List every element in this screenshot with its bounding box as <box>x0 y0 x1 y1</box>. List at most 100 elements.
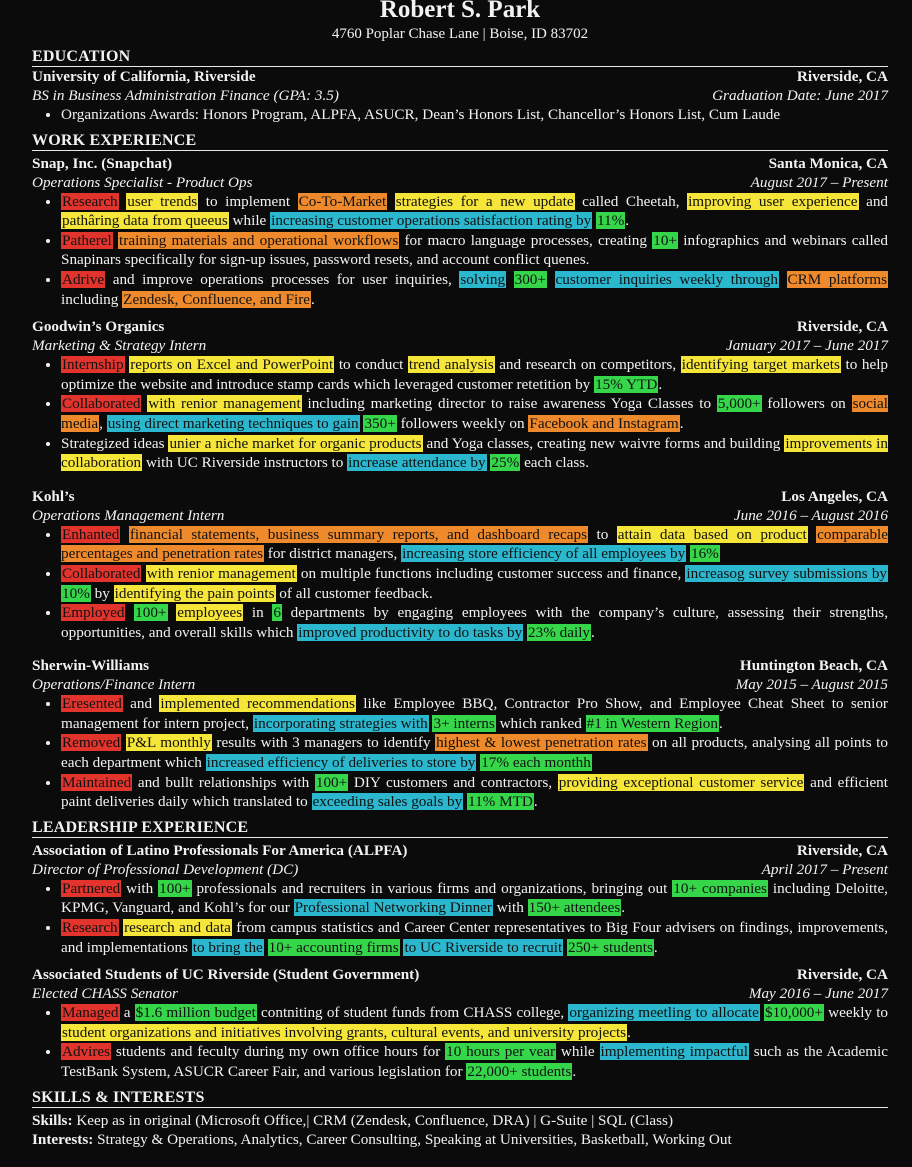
bullet-item: Managed a $1.6 million budget contniting… <box>61 1003 888 1042</box>
highlight-cyan: incorporating strategies with <box>252 714 429 732</box>
bullet-item: Employed 100+ employees in 6 departments… <box>61 603 888 642</box>
bullet-item: Collaborated with renior management incl… <box>61 394 888 433</box>
degree: BS in Business Administration Finance (G… <box>32 87 339 104</box>
bullet-text: DIY customers and contractors, <box>348 773 558 791</box>
organization-location: Santa Monica, CA <box>768 154 888 172</box>
bullet-text: including marketing director to raise aw… <box>301 395 717 413</box>
experience-entry: Goodwin’s Organics Riverside, CA Marketing… <box>32 317 888 473</box>
highlight-green: 5,000+ <box>716 395 762 413</box>
interests-label: Interests: <box>32 1131 94 1149</box>
role-title: Director of Professional Development (DC… <box>32 860 299 878</box>
highlight-green: 10+ companies <box>672 879 768 897</box>
bullet-text: . <box>718 714 723 732</box>
highlight-green: 17% each monthh <box>480 754 592 772</box>
bullet-item: Research research and data from campus s… <box>61 918 888 957</box>
highlight-orange: Zendesk, Confluence, and Fire <box>122 290 312 308</box>
role-dates: April 2017 – Present <box>761 860 888 878</box>
bullet-text: on multiple functions including customer… <box>296 564 686 582</box>
bullet-item: Adrive and improve operations processes … <box>61 270 889 309</box>
highlight-red: Research <box>61 919 119 937</box>
highlight-yellow: attain data based on product <box>616 525 808 543</box>
role-title: Elected CHASS Senator <box>32 985 178 1003</box>
bullet-text: to conduct <box>334 356 408 374</box>
highlight-orange: Facebook and Instagram <box>528 414 680 432</box>
bullet-item: Advires students and feculty during my o… <box>61 1042 888 1081</box>
experience-entry: Associated Students of UC Riverside (Stu… <box>32 965 888 1081</box>
highlight-red: Eresented <box>61 695 123 713</box>
highlight-yellow: identifying target markets <box>680 356 841 374</box>
highlight-red: Managed <box>61 1004 120 1022</box>
highlight-red: Collaborated <box>61 395 142 413</box>
experience-bullets: Internship reports on Excel and PowerPoi… <box>32 355 888 473</box>
bullet-text: . <box>627 1023 631 1041</box>
organization-name: Association of Latino Professionals For … <box>32 841 408 859</box>
bullet-text: . <box>653 938 658 956</box>
highlight-green: $10,000+ <box>764 1004 824 1022</box>
bullet-item: Partnered with 100+ professionals and re… <box>61 879 888 918</box>
highlight-red: Removed <box>61 734 122 752</box>
highlight-yellow: user trends <box>126 192 199 210</box>
highlight-cyan: solving <box>459 270 507 288</box>
bullet-text <box>120 526 128 543</box>
bullet-text: including <box>61 290 123 308</box>
experience-bullets: Eresented and implemented recommendation… <box>32 694 888 812</box>
organization-location: Riverside, CA <box>796 966 888 984</box>
highlight-cyan: increasing customer operations satisfact… <box>270 212 593 230</box>
highlight-orange: financial statements, business summary r… <box>128 525 589 543</box>
highlight-yellow: strategies for a new update <box>394 192 575 210</box>
bullet-text <box>808 526 816 543</box>
role-dates: June 2016 – August 2016 <box>733 506 888 524</box>
highlight-cyan: to bring the <box>191 938 264 956</box>
bullet-text: weekly to <box>823 1004 889 1022</box>
highlight-green: 15% YTD <box>594 375 659 393</box>
highlight-red: Partnered <box>61 879 122 897</box>
highlight-cyan: customer inquiries weekly through <box>554 270 779 288</box>
highlight-red: Maintained <box>61 773 133 791</box>
bullet-text: from campus statistics and Career Center… <box>61 919 889 956</box>
highlight-cyan: implementing impactful <box>599 1043 749 1061</box>
highlight-green: 10+ accounting firms <box>267 938 400 956</box>
highlight-green: 350+ <box>363 414 397 432</box>
experience-bullets: Enhanted financial statements, business … <box>32 525 889 643</box>
bullet-text: on all products, analysing all points to… <box>61 734 889 772</box>
education-entry: University of California, Riverside Rive… <box>32 67 888 125</box>
bullet-item: Research user trends to implement Co-To-… <box>61 192 888 231</box>
bullet-text: while <box>228 212 271 230</box>
bullet-item: Enhanted financial statements, business … <box>61 525 889 564</box>
highlight-green: 150+ attendees <box>527 899 622 917</box>
highlight-yellow: research and data <box>123 919 232 937</box>
bullet-text: which ranked <box>495 714 586 732</box>
highlight-orange: highest & lowest penetration rates <box>435 734 648 752</box>
education-bullets: Organizations Awards: Honors Program, AL… <box>32 105 888 125</box>
bullet-text: for macro language processes, creating <box>399 231 653 249</box>
role-title: Marketing & Strategy Intern <box>32 337 207 355</box>
highlight-red: Patherel <box>61 231 113 249</box>
bullet-item: Eresented and implemented recommendation… <box>61 694 888 733</box>
highlight-green: 300+ <box>513 270 547 288</box>
organization-name: Associated Students of UC Riverside (Stu… <box>32 966 420 984</box>
highlight-green: 10+ <box>652 231 678 249</box>
highlight-green: 11% <box>596 212 626 230</box>
highlight-yellow: implemented recommendations <box>159 695 356 713</box>
bullet-text: . <box>679 414 684 432</box>
highlight-cyan: organizing meetling to allocate <box>568 1004 760 1022</box>
bullet-text <box>779 271 787 288</box>
highlight-cyan: increasog survey submissions by <box>685 564 889 582</box>
bullet-text: and bullt relationships with <box>132 773 315 791</box>
bullet-text: with UC Riverside instructors to <box>142 454 348 472</box>
section-skills-heading: SKILLS & INTERESTS <box>32 1088 888 1108</box>
section-education-heading: EDUCATION <box>32 47 888 67</box>
bullet-text <box>506 271 514 288</box>
highlight-yellow: trend analysis <box>407 356 495 374</box>
bullet-text: such as the Academic TestBank System, AS… <box>61 1043 889 1080</box>
highlight-green: #1 in Western Region <box>585 714 719 732</box>
highlight-yellow: unier a niche market for organic product… <box>168 434 423 452</box>
organization-name: Sherwin-Williams <box>32 657 150 675</box>
highlight-red: Research <box>61 192 119 210</box>
bullet-text: . <box>311 290 315 308</box>
interests-text: Strategy & Operations, Analytics, Career… <box>97 1131 732 1149</box>
bullet-text: and research on competitors, <box>494 356 681 374</box>
bullet-text <box>547 271 555 288</box>
bullet-text: to <box>588 525 617 543</box>
